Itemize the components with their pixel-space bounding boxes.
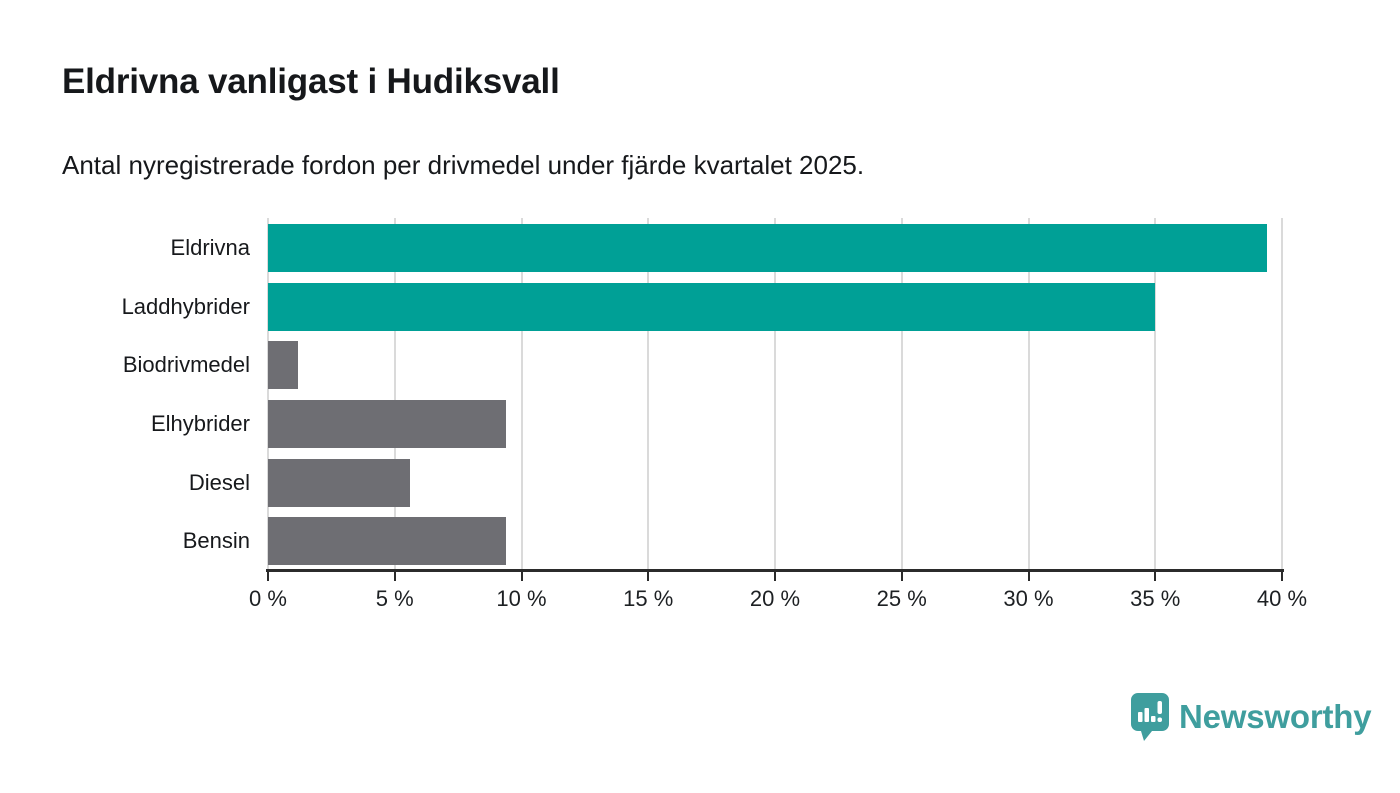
tick-mark [267, 572, 269, 581]
x-axis-line [266, 569, 1284, 572]
gridline [1027, 218, 1030, 570]
bar-biodrivmedel [268, 341, 299, 390]
brand-name: Newsworthy [1179, 698, 1372, 735]
tick-mark [393, 572, 396, 581]
category-label: Bensin [182, 528, 250, 554]
tick-mark [900, 572, 903, 581]
tick-mark [520, 572, 523, 581]
tick-mark [774, 572, 776, 581]
tick-label: 5 % [375, 586, 414, 611]
chart-subtitle: Antal nyregistrerade fordon per drivmede… [62, 150, 865, 180]
tick-label: 10 % [496, 586, 547, 611]
gridline [393, 218, 396, 570]
tick-mark [1154, 572, 1157, 581]
bar-elhybrider [268, 400, 507, 448]
newsworthy-logo: Newsworthy [1130, 692, 1372, 742]
tick-label: 20 % [749, 586, 801, 611]
gridline [647, 218, 650, 570]
tick-mark [1281, 572, 1283, 581]
bar-bensin [268, 517, 507, 566]
category-label: Elhybrider [150, 411, 250, 436]
tick-mark [1027, 572, 1030, 581]
gridline [267, 218, 269, 570]
tick-label: 35 % [1130, 586, 1181, 611]
gridline [1154, 218, 1157, 570]
gridline [774, 218, 776, 570]
plot-area [267, 218, 1283, 570]
tick-label: 25 % [876, 586, 927, 611]
tick-mark [647, 572, 650, 581]
chart-title: Eldrivna vanligast i Hudiksvall [62, 62, 560, 101]
bar-eldrivna [268, 224, 1267, 272]
newsworthy-badge-barchart-icon [1131, 693, 1169, 741]
tick-label: 40 % [1256, 586, 1308, 611]
category-label: Biodrivmedel [122, 352, 250, 378]
category-label: Diesel [188, 469, 250, 495]
bar-laddhybrider [268, 282, 1156, 331]
gridline [1281, 218, 1283, 570]
category-label: Laddhybrider [121, 293, 250, 319]
category-label: Eldrivna [170, 235, 250, 260]
bar-diesel [268, 458, 410, 507]
tick-label: 0 % [249, 586, 287, 611]
gridline [900, 218, 903, 570]
tick-label: 15 % [623, 586, 674, 611]
tick-label: 30 % [1003, 586, 1054, 611]
gridline [520, 218, 523, 570]
